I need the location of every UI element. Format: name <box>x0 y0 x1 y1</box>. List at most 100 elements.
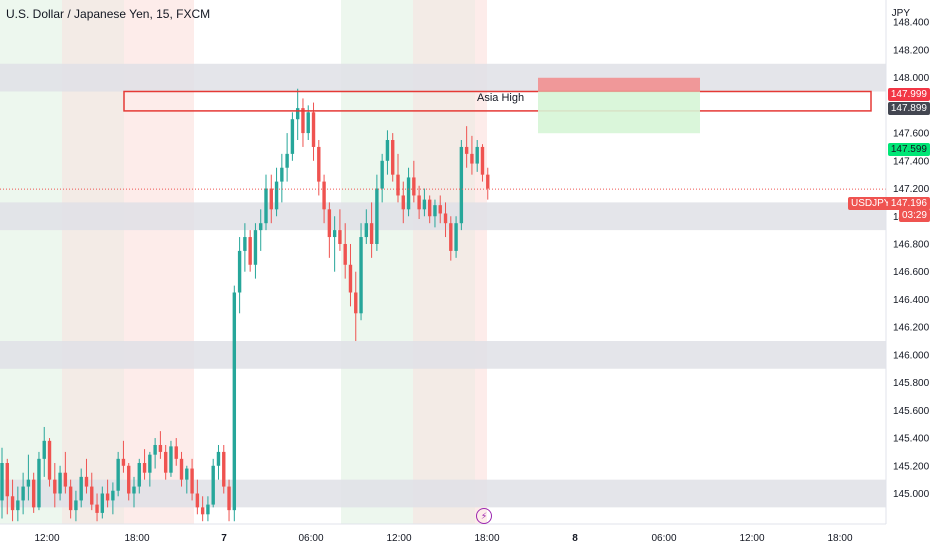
candle-body <box>449 223 453 251</box>
candle-body <box>248 237 252 265</box>
candle-body <box>74 500 78 511</box>
time-axis[interactable]: 12:00 18:00 7 06:00 12:00 18:00 8 06:00 12:00 18:… <box>34 533 852 544</box>
price-tick-label: 147.400 <box>893 156 930 167</box>
candle-body <box>264 188 268 224</box>
candle-body <box>100 493 105 513</box>
asia-high-box[interactable] <box>123 90 872 112</box>
candle-body <box>169 446 173 473</box>
time-tick-label: 8 <box>572 533 578 544</box>
candle-body <box>417 195 421 210</box>
candle-body <box>163 451 168 473</box>
candle-body <box>422 199 427 210</box>
candle-body <box>464 146 469 154</box>
candle-body <box>26 479 31 487</box>
candle-body <box>454 223 458 251</box>
candle-body <box>290 119 295 154</box>
candle-body <box>227 486 231 511</box>
candle-body <box>259 223 263 231</box>
candle-body <box>105 493 110 501</box>
candle-body <box>391 140 395 175</box>
candle-body <box>211 465 215 505</box>
support-zone <box>0 63 886 92</box>
candle-body <box>332 230 337 238</box>
candle-body <box>179 458 184 480</box>
candle-body <box>486 174 490 189</box>
candle-body <box>433 205 437 217</box>
candle-body <box>190 468 194 494</box>
candle-body <box>200 507 205 515</box>
source-label: FXCM <box>176 7 211 21</box>
price-tick-label: 147.200 <box>893 184 930 195</box>
candle-body <box>237 250 242 293</box>
symbol-legend[interactable]: U.S. Dollar / Japanese Yen, 15, FXCM <box>6 7 210 21</box>
candle-body <box>63 472 68 487</box>
candle-body <box>137 463 141 487</box>
candle-body <box>427 199 432 217</box>
candle-body <box>317 146 321 182</box>
price-tick-label: 148.400 <box>893 18 930 29</box>
candle-body <box>79 476 83 501</box>
candle-body <box>216 451 221 466</box>
asia-high-label: Asia High <box>477 92 525 104</box>
candle-body <box>31 479 36 508</box>
candle-body <box>459 146 464 224</box>
support-zone <box>0 479 886 508</box>
support-zone <box>0 202 886 231</box>
price-tick-label: 145.000 <box>893 489 930 500</box>
candle-body <box>311 112 316 147</box>
last-price-tag: 147.196 <box>887 197 930 210</box>
time-tick-label: 12:00 <box>386 533 411 544</box>
price-tick-label: 146.800 <box>893 239 930 250</box>
time-tick-label: 18:00 <box>124 533 149 544</box>
candle-body <box>68 486 73 511</box>
candle-body <box>132 486 136 494</box>
symbol-title: U.S. Dollar / Japanese Yen <box>6 7 150 21</box>
price-tick-label: 146.000 <box>893 350 930 361</box>
candle-body <box>354 292 358 314</box>
price-tick-label: 146.600 <box>893 267 930 278</box>
sl-price-tag: 147.599 <box>887 143 930 156</box>
candle-body <box>375 188 379 244</box>
candle-body <box>58 472 62 494</box>
candle-body <box>306 112 310 134</box>
candle-body <box>480 146 485 175</box>
candle-body <box>232 292 237 511</box>
candle-body <box>475 146 479 164</box>
candle-body <box>401 195 405 210</box>
price-tick-label: 148.000 <box>893 73 930 84</box>
candle-body <box>121 458 126 466</box>
support-resistance-zones <box>0 63 886 508</box>
candle-body <box>53 479 57 494</box>
position-reward-zone[interactable] <box>538 91 700 134</box>
legend-separator: , <box>169 7 177 21</box>
candle-body <box>37 458 41 508</box>
price-tick-label: 146.200 <box>893 323 930 334</box>
candle-body <box>16 500 20 511</box>
support-zone <box>0 341 886 369</box>
position-risk-zone[interactable] <box>538 77 700 92</box>
time-tick-label: 12:00 <box>34 533 59 544</box>
chart-overlays <box>0 77 886 190</box>
price-tick-label: 148.200 <box>893 45 930 56</box>
price-tick-label: 145.800 <box>893 378 930 389</box>
candle-body <box>153 444 157 455</box>
candle-body <box>406 177 411 210</box>
candle-body <box>385 140 390 161</box>
tp-price-tag: 147.999 <box>887 88 930 101</box>
countdown-tag: 03:29 <box>898 209 930 222</box>
candle-body <box>195 493 200 508</box>
time-tick-label: 06:00 <box>651 533 676 544</box>
price-tick-label: 145.200 <box>893 461 930 472</box>
lightning-icon[interactable]: ⚡︎ <box>476 508 492 524</box>
legend-separator: , <box>149 7 157 21</box>
candle-body <box>359 237 363 314</box>
currency-label[interactable]: JPY <box>891 8 910 19</box>
candle-body <box>90 486 94 505</box>
candle-body <box>369 223 374 244</box>
candle-body <box>412 177 416 196</box>
candle-body <box>438 205 442 214</box>
candle-body <box>470 153 474 164</box>
candle-body <box>84 476 89 487</box>
candle-body <box>380 160 384 189</box>
